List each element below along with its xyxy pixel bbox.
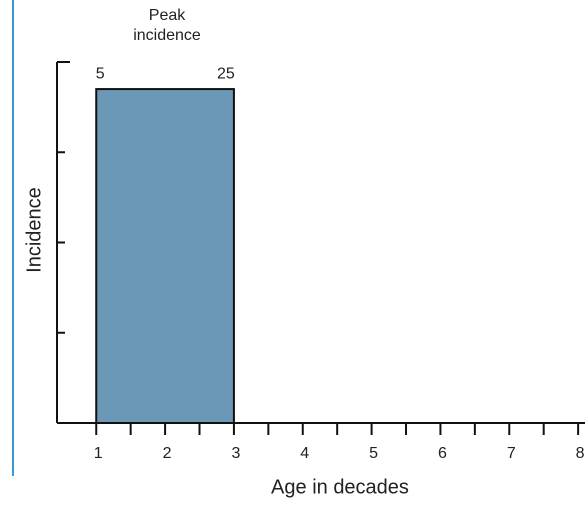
bin-edge-label: 5 [96,65,105,82]
x-tick-label: 5 [369,445,378,462]
bin-edge-label: 25 [217,65,235,82]
bar [95,88,235,424]
x-tick-label: 7 [507,445,516,462]
annotation: Peak incidence [133,7,201,44]
x-tick-label: 6 [438,445,447,462]
x-tick-label: 2 [163,445,172,462]
x-tick-label: 1 [94,445,103,462]
y-axis-label: Incidence [23,187,45,273]
x-axis-label: Age in decades [271,476,409,498]
x-tick-label: 8 [576,445,585,462]
x-tick-label: 4 [300,445,309,462]
x-tick-label: 3 [231,445,240,462]
